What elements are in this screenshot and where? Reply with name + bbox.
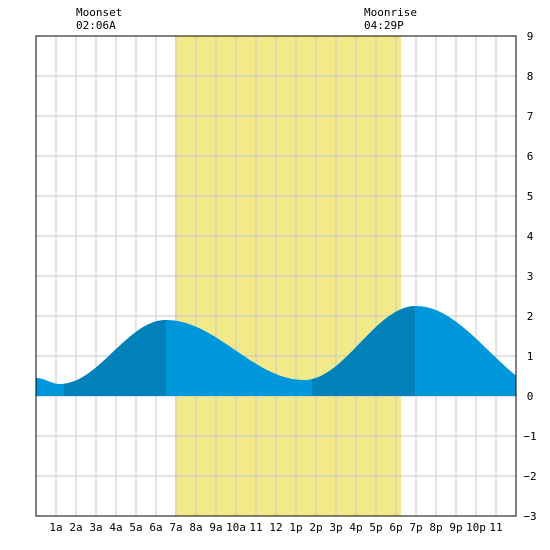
moonrise-label: Moonrise [364,6,417,19]
x-tick-label: 9a [209,521,222,534]
x-tick-label: 11 [489,521,502,534]
x-tick-label: 2p [309,521,322,534]
y-tick-label: −1 [523,430,536,443]
x-tick-label: 6a [149,521,162,534]
x-tick-label: 7p [409,521,422,534]
tide-area-rising [64,320,166,396]
x-tick-label: 12 [269,521,282,534]
y-tick-label: 7 [527,110,534,123]
x-tick-label: 5p [369,521,382,534]
tide-area-layer [36,306,516,396]
y-tick-label: −2 [523,470,536,483]
moonset-label: Moonset [76,6,122,19]
y-tick-label: 5 [527,190,534,203]
tide-area-rising [312,306,415,396]
x-tick-label: 10p [466,521,486,534]
y-tick-label: 9 [527,30,534,43]
x-tick-label: 9p [449,521,462,534]
y-tick-labels: −3 −2 −1 0 1 2 3 4 5 6 7 8 9 [523,30,536,523]
x-tick-label: 8a [189,521,202,534]
y-tick-label: 6 [527,150,534,163]
plot-frame [35,35,517,517]
x-tick-label: 1a [49,521,62,534]
grid-layer [36,36,516,516]
x-tick-labels: 1a 2a 3a 4a 5a 6a 7a 8a 9a 10a 11 12 1p 2p 3p 4p 5p 6p 7p 8… [49,521,502,534]
x-tick-label: 6p [389,521,402,534]
x-tick-label: 11 [249,521,262,534]
x-tick-label: 3a [89,521,102,534]
x-tick-label: 8p [429,521,442,534]
x-tick-label: 7a [169,521,182,534]
x-tick-label: 2a [69,521,82,534]
x-tick-label: 1p [289,521,302,534]
y-tick-label: 0 [527,390,534,403]
x-tick-label: 5a [129,521,142,534]
y-tick-label: 3 [527,270,534,283]
x-tick-label: 4a [109,521,122,534]
moonrise-time: 04:29P [364,19,404,32]
x-tick-label: 4p [349,521,362,534]
y-tick-label: 8 [527,70,534,83]
y-tick-label: −3 [523,510,536,523]
y-tick-label: 4 [527,230,534,243]
moonset-time: 02:06A [76,19,116,32]
y-tick-label: 1 [527,350,534,363]
x-tick-label: 10a [226,521,246,534]
x-tick-label: 3p [329,521,342,534]
y-tick-label: 2 [527,310,534,323]
